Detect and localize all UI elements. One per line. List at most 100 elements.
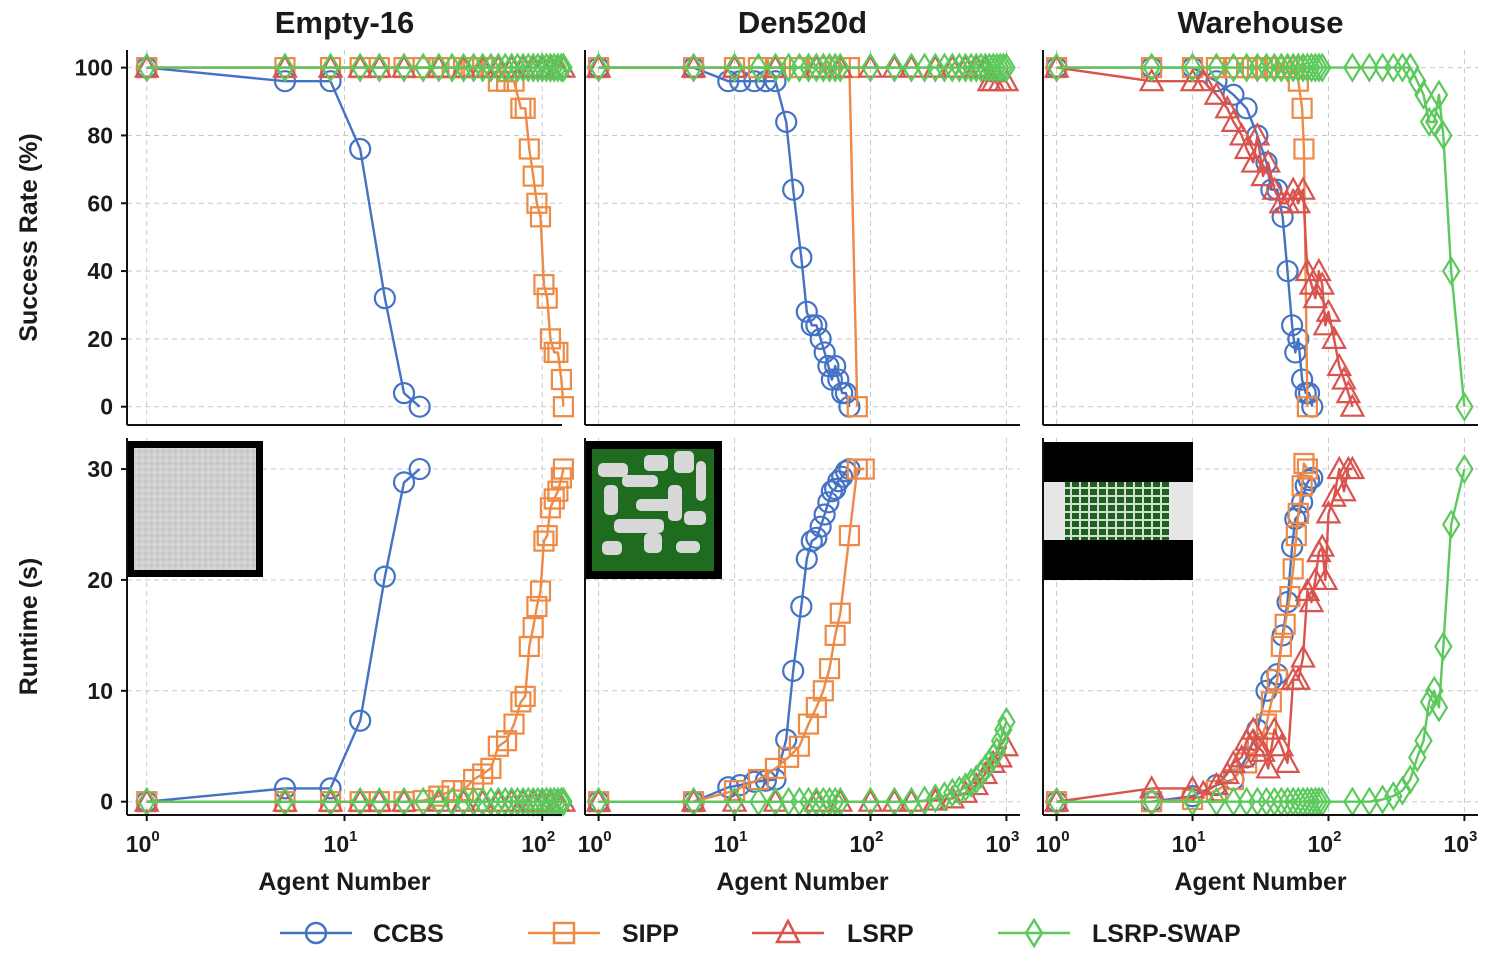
data-point-sipp xyxy=(812,680,834,702)
data-point-ccbs xyxy=(273,777,297,800)
data-point-lsrp-swap xyxy=(275,52,295,83)
data-point-lsrp-swap xyxy=(990,52,1010,83)
x-tick-label: 102 xyxy=(1308,828,1342,857)
x-tick-label: 101 xyxy=(324,828,358,857)
panel-warehouse-success xyxy=(1042,50,1478,426)
data-point-sipp xyxy=(824,624,846,646)
data-point-lsrp xyxy=(1339,455,1366,480)
map-inset-free-space xyxy=(636,499,676,511)
y-tick-label: 20 xyxy=(87,567,113,593)
data-point-sipp xyxy=(526,192,548,214)
data-point-ccbs xyxy=(1280,535,1304,558)
data-point-sipp xyxy=(1291,475,1313,497)
data-point-lsrp-swap xyxy=(544,52,564,83)
data-point-lsrp xyxy=(1250,162,1276,187)
panel-empty-16-success: 0 20 40 60 80 100 xyxy=(75,50,577,426)
data-point-lsrp xyxy=(1220,108,1247,132)
data-point-lsrp xyxy=(1302,284,1329,309)
data-point-lsrp-swap xyxy=(413,52,433,83)
data-point-lsrp-swap xyxy=(1414,79,1433,110)
data-point-ccbs xyxy=(827,368,850,391)
data-point-lsrp-swap xyxy=(1047,52,1066,83)
data-point-lsrp-swap xyxy=(552,52,571,83)
legend-marker-lsrp-swap xyxy=(1024,917,1044,949)
map-inset-free-space xyxy=(644,533,662,553)
legend-marker-sipp xyxy=(552,921,576,945)
data-point-sipp xyxy=(536,524,558,547)
data-point-ccbs xyxy=(817,491,840,514)
data-point-ccbs xyxy=(813,503,836,526)
x-axis-label: Agent Number xyxy=(716,868,889,896)
data-point-ccbs xyxy=(1205,70,1228,93)
data-point-lsrp-swap xyxy=(137,52,157,83)
data-point-lsrp-swap xyxy=(1393,775,1412,806)
data-point-lsrp xyxy=(1274,749,1301,773)
data-point-lsrp xyxy=(1285,666,1312,690)
data-point-lsrp-swap xyxy=(766,52,785,83)
map-inset-warehouse xyxy=(1043,442,1193,580)
data-point-ccbs xyxy=(775,728,798,751)
y-tick-label: 100 xyxy=(75,55,113,81)
data-point-lsrp-swap xyxy=(790,52,809,83)
series-ccbs xyxy=(135,56,431,418)
y-tick-label: 0 xyxy=(100,789,113,815)
data-point-ccbs xyxy=(1297,469,1321,492)
legend-item-sipp: SIPP xyxy=(528,920,679,948)
data-point-lsrp xyxy=(1240,716,1267,740)
data-point-sipp xyxy=(818,658,841,680)
data-point-lsrp xyxy=(1312,566,1339,591)
x-tick-label: 103 xyxy=(985,828,1019,857)
data-point-lsrp-swap xyxy=(1248,52,1267,83)
y-tick-label: 0 xyxy=(100,394,113,420)
data-point-sipp xyxy=(764,757,787,780)
data-point-sipp xyxy=(522,617,544,639)
data-point-lsrp xyxy=(1240,149,1267,173)
data-point-lsrp-swap xyxy=(370,52,389,83)
data-point-ccbs xyxy=(813,341,836,364)
data-point-lsrp-swap xyxy=(473,52,492,83)
data-point-sipp xyxy=(514,685,536,707)
data-point-lsrp-swap xyxy=(725,52,744,83)
data-point-sipp xyxy=(846,396,868,418)
y-axis-label-success: Success Rate (%) xyxy=(15,133,43,341)
data-point-ccbs xyxy=(782,178,805,201)
data-point-ccbs xyxy=(392,471,416,494)
data-point-lsrp-swap xyxy=(926,783,945,814)
data-point-lsrp xyxy=(1138,775,1165,799)
data-point-sipp xyxy=(797,713,820,735)
map-inset-free-space xyxy=(696,461,706,501)
panel-empty-16-runtime: 0 10 20 30 100 101 102 Agent Number xyxy=(87,438,577,896)
data-point-ccbs xyxy=(1284,341,1307,364)
data-point-sipp xyxy=(526,595,548,618)
map-inset-shelves xyxy=(1065,482,1169,540)
panel-title-empty-16: Empty-16 xyxy=(275,5,415,40)
data-point-ccbs xyxy=(408,457,431,481)
data-point-lsrp xyxy=(1244,122,1271,146)
data-point-ccbs xyxy=(729,773,752,797)
data-point-lsrp-swap xyxy=(481,52,501,83)
data-point-lsrp xyxy=(1321,483,1347,507)
legend-label-ccbs: CCBS xyxy=(373,920,444,948)
data-point-sipp xyxy=(1291,97,1313,119)
data-point-ccbs xyxy=(1271,205,1294,228)
data-point-lsrp-swap xyxy=(1414,725,1433,756)
map-inset-free-space xyxy=(604,485,618,515)
legend-label-sipp: SIPP xyxy=(622,920,679,948)
data-point-lsrp-swap xyxy=(807,52,826,83)
series-line-lsrp xyxy=(1056,467,1353,803)
data-point-lsrp-swap xyxy=(935,781,954,812)
data-point-lsrp-swap xyxy=(1289,52,1308,83)
legend-item-lsrp: LSRP xyxy=(752,918,914,948)
data-point-lsrp xyxy=(1220,749,1247,773)
series-line-lsrp-swap xyxy=(1056,66,1466,407)
data-point-lsrp-swap xyxy=(1142,52,1161,83)
series-lsrp xyxy=(1043,455,1366,812)
data-point-lsrp-swap xyxy=(1393,52,1412,83)
data-point-lsrp-swap xyxy=(321,52,340,83)
data-point-lsrp xyxy=(1214,95,1241,119)
data-point-lsrp xyxy=(1233,135,1260,160)
data-point-ccbs xyxy=(1297,382,1321,405)
data-point-lsrp-swap xyxy=(966,52,986,83)
x-tick-label: 100 xyxy=(1036,828,1070,857)
